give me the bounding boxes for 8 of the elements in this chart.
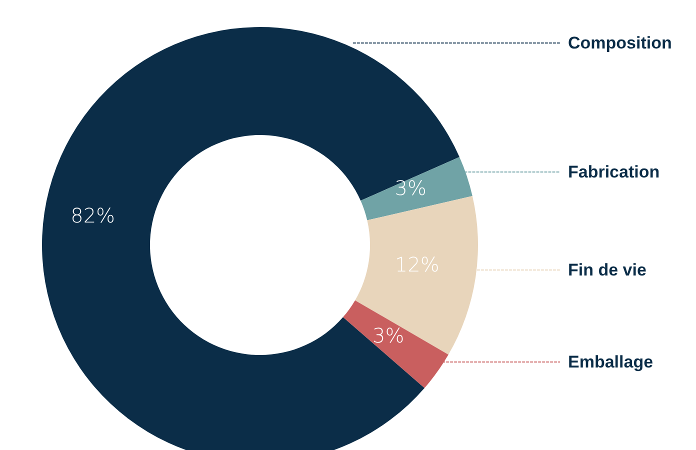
- slice-label: Fin de vie: [568, 260, 646, 280]
- slice-label: Emballage: [568, 352, 654, 372]
- data-label: 3%: [372, 323, 404, 348]
- slice-label: Fabrication: [568, 162, 660, 182]
- slice-label: Composition: [568, 34, 672, 52]
- data-label: 3%: [394, 176, 426, 200]
- data-label: 82%: [70, 203, 116, 228]
- data-label: 12%: [394, 252, 440, 277]
